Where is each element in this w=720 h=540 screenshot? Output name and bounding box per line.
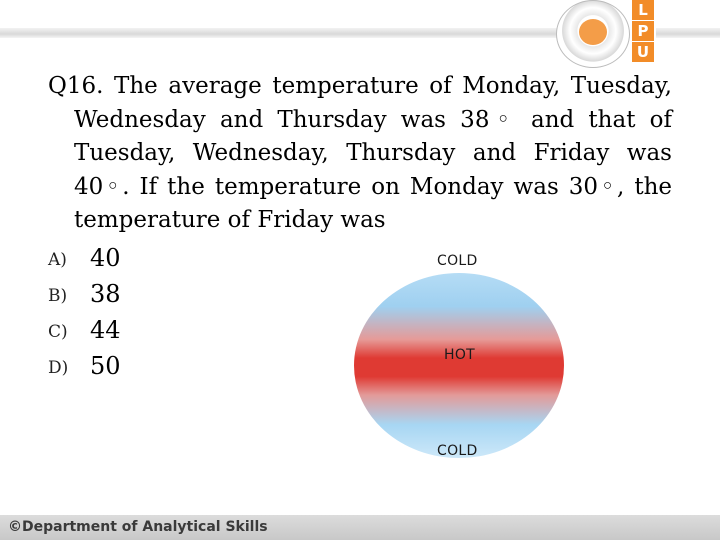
globe-hot-label: HOT xyxy=(444,347,475,363)
temperature-globe-illustration xyxy=(354,273,564,458)
logo-letter-p: P xyxy=(632,21,654,41)
question-paragraph: Q16. The average temperature of Monday, … xyxy=(48,73,672,233)
globe-cold-top-label: COLD xyxy=(437,253,478,269)
option-label: A) xyxy=(48,250,67,270)
logo-letter-l: L xyxy=(632,0,654,20)
option-value: 40 xyxy=(90,244,121,272)
header-bar-right xyxy=(656,28,720,38)
footer-copyright: ©Department of Analytical Skills xyxy=(8,519,268,535)
option-label: C) xyxy=(48,322,68,342)
header-bar-left xyxy=(0,28,560,38)
globe-cold-bottom-label: COLD xyxy=(437,443,478,459)
logo-letter-u: U xyxy=(632,42,654,62)
option-value: 44 xyxy=(90,316,121,344)
seal-emblem xyxy=(579,19,607,45)
university-seal-logo xyxy=(556,0,630,68)
option-label: B) xyxy=(48,286,68,306)
option-value: 38 xyxy=(90,280,121,308)
question-text: Q16. The average temperature of Monday, … xyxy=(48,70,672,238)
footer-bar: ©Department of Analytical Skills xyxy=(0,515,720,540)
option-value: 50 xyxy=(90,352,121,380)
option-label: D) xyxy=(48,358,69,378)
